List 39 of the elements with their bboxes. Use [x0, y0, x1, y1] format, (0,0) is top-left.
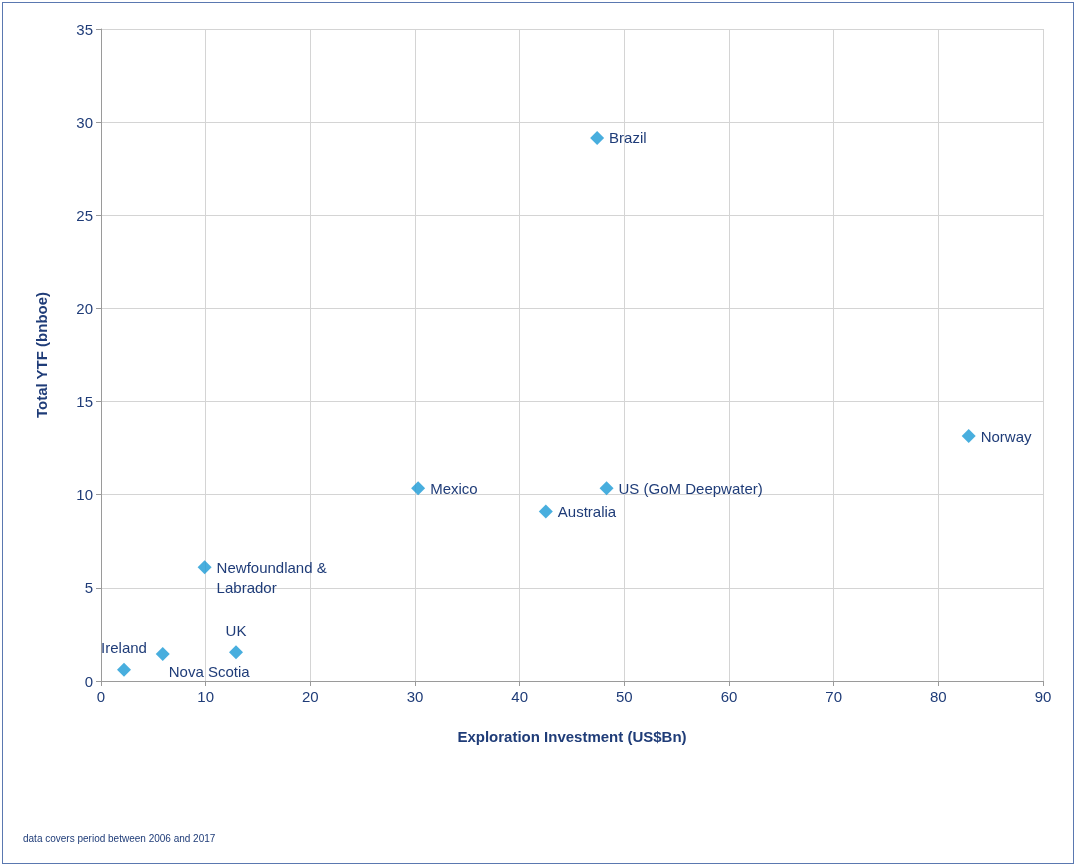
x-tick-label: 90	[1034, 688, 1052, 705]
y-tick-label: 10	[76, 486, 93, 504]
y-tick-label: 0	[84, 672, 93, 690]
x-tick-label: 60	[720, 688, 738, 705]
y-axis-title: Total YTF (bnboe)	[33, 291, 50, 419]
x-axis-title: Exploration Investment (US$Bn)	[457, 728, 687, 745]
point	[961, 429, 976, 444]
x-tick-label: 80	[929, 688, 947, 705]
annotation: UK	[225, 621, 247, 639]
x-tick-label: 70	[825, 688, 843, 705]
point	[590, 130, 605, 145]
point	[599, 481, 614, 496]
y-tick-label: 20	[76, 299, 93, 317]
point	[538, 504, 553, 519]
point	[229, 645, 244, 660]
y-tick-label: 5	[84, 579, 93, 597]
annotation: US (GoM Deepwater)	[618, 479, 763, 497]
annotation: Nova Scotia	[168, 663, 251, 681]
annotation: Brazil	[609, 129, 647, 147]
annotation: Ireland	[101, 639, 147, 657]
point	[117, 662, 132, 677]
x-tick-label: 40	[511, 688, 529, 705]
text: data covers period between 2006 and 2017	[23, 832, 216, 844]
annotation: Newfoundland & Labrador	[216, 558, 327, 596]
y-tick-label: 15	[76, 393, 93, 411]
y-tick-label: 25	[76, 206, 93, 224]
y-tick-label: 30	[76, 113, 93, 131]
annotation: Norway	[980, 427, 1033, 445]
x-tick-label: 30	[406, 688, 424, 705]
x-tick-label: 0	[96, 688, 106, 705]
y-tick-label: 35	[76, 20, 93, 38]
annotation: Mexico	[430, 479, 478, 497]
annotation: Australia	[557, 502, 617, 520]
point	[197, 560, 212, 575]
x-tick-label: 20	[301, 688, 319, 705]
point	[411, 481, 426, 496]
x-tick-label: 50	[615, 688, 633, 705]
point	[155, 646, 170, 661]
x-tick-label: 10	[197, 688, 215, 705]
